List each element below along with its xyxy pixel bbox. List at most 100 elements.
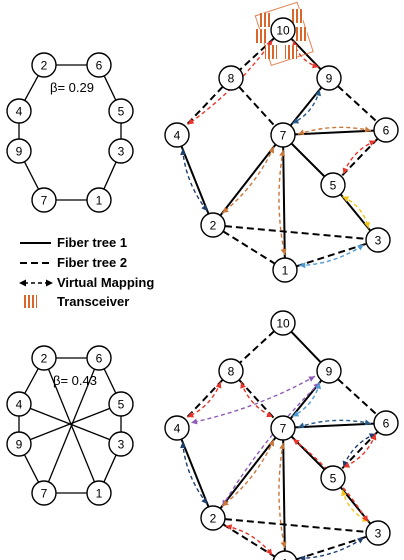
virtual-node-bottom-5: 5: [108, 391, 134, 417]
svg-text:5: 5: [118, 105, 125, 119]
fiber-tree-1-edge: [294, 422, 375, 429]
fiber-tree-1-edge: [180, 145, 210, 215]
physical-node-bottom-7: 7: [270, 415, 296, 441]
physical-node-bottom-5: 5: [320, 465, 346, 491]
virtual-mapping-arrow: [292, 382, 322, 417]
virtual-node-top-4: 4: [6, 98, 32, 124]
physical-node-bottom-2: 2: [200, 505, 226, 531]
svg-text:8: 8: [228, 365, 235, 379]
transceiver-icon: [260, 13, 272, 27]
svg-text:6: 6: [96, 59, 103, 73]
virtual-ring-edge: [23, 454, 40, 483]
virtual-mapping-arrow: [278, 149, 287, 256]
svg-text:9: 9: [16, 145, 23, 159]
physical-node-top-3: 3: [365, 227, 391, 253]
virtual-mapping-arrow: [297, 126, 372, 136]
physical-node-top-8: 8: [218, 65, 244, 91]
virtual-node-bottom-4: 4: [6, 391, 32, 417]
physical-node-bottom-3: 3: [365, 520, 391, 546]
svg-text:3: 3: [375, 527, 382, 541]
virtual-chord-edge: [47, 368, 96, 483]
svg-text:7: 7: [280, 129, 287, 143]
transceiver-icon: [255, 29, 267, 43]
fiber-tree-2-edge: [222, 230, 276, 265]
svg-text:10: 10: [276, 24, 290, 38]
svg-text:6: 6: [383, 124, 390, 138]
fiber-tree-2-edge: [340, 137, 379, 178]
fiber-tree-2-edge: [222, 523, 276, 558]
svg-text:7: 7: [280, 422, 287, 436]
physical-node-top-5: 5: [320, 172, 346, 198]
fiber-tree-1-edge: [219, 143, 277, 217]
physical-node-bottom-9: 9: [316, 358, 342, 384]
svg-text:2: 2: [41, 352, 48, 366]
virtual-ring-edge: [103, 161, 117, 190]
legend-mapping-swatch: [19, 279, 53, 287]
fiber-tree-2-edge: [239, 330, 275, 364]
virtual-mapping-arrow: [180, 441, 208, 505]
virtual-mapping-arrow: [240, 381, 274, 418]
virtual-node-top-9: 9: [6, 138, 32, 164]
svg-text:3: 3: [375, 234, 382, 248]
virtual-node-bottom-7: 7: [31, 480, 57, 506]
virtual-mapping-arrow: [187, 381, 222, 418]
physical-node-top-4: 4: [164, 122, 190, 148]
physical-node-top-1: 1: [272, 257, 298, 283]
legend-transceiver-label: Transceiver: [57, 294, 129, 309]
fiber-tree-2-edge: [224, 518, 367, 533]
svg-text:7: 7: [41, 194, 48, 208]
svg-text:9: 9: [16, 438, 23, 452]
svg-text:3: 3: [118, 145, 125, 159]
svg-text:2: 2: [210, 219, 217, 233]
legend: Fiber tree 1 Fiber tree 2 Virtual Mappin…: [19, 235, 154, 309]
virtual-node-bottom-6: 6: [86, 345, 112, 371]
svg-text:1: 1: [96, 194, 103, 208]
physical-node-bottom-1: 1: [272, 550, 298, 560]
virtual-ring-edge: [24, 368, 39, 394]
svg-text:10: 10: [276, 317, 290, 331]
transceiver-icon: [285, 45, 297, 59]
physical-node-top-6: 6: [373, 117, 399, 143]
virtual-node-top-6: 6: [86, 52, 112, 78]
svg-text:9: 9: [326, 365, 333, 379]
svg-text:4: 4: [16, 398, 23, 412]
virtual-node-bottom-9: 9: [6, 431, 32, 457]
virtual-ring-edge: [103, 454, 117, 483]
virtual-mapping-arrow: [221, 439, 275, 507]
svg-text:4: 4: [16, 105, 23, 119]
virtual-mapping-arrow: [221, 146, 275, 214]
svg-text:6: 6: [383, 417, 390, 431]
virtual-ring-edge: [103, 75, 117, 101]
virtual-ring-edge: [23, 161, 40, 190]
virtual-node-top-1: 1: [86, 187, 112, 213]
virtual-node-top-2: 2: [31, 52, 57, 78]
virtual-mapping-arrow: [342, 433, 376, 468]
virtual-node-bottom-2: 2: [31, 345, 57, 371]
svg-text:9: 9: [326, 72, 333, 86]
svg-text:7: 7: [41, 487, 48, 501]
svg-text:5: 5: [118, 398, 125, 412]
physical-node-bottom-6: 6: [373, 410, 399, 436]
fiber-tree-1-edge: [290, 142, 326, 178]
virtual-mapping-arrow: [292, 89, 322, 124]
svg-text:6: 6: [96, 352, 103, 366]
virtual-mapping-arrow: [342, 140, 376, 175]
virtual-mapping-arrow: [225, 524, 273, 556]
virtual-mapping-arrow: [180, 148, 208, 212]
physical-node-top-7: 7: [270, 122, 296, 148]
fiber-tree-2-edge: [238, 86, 276, 127]
fiber-tree-2-edge: [224, 225, 367, 240]
legend-solid-label: Fiber tree 1: [57, 235, 127, 250]
svg-text:5: 5: [330, 179, 337, 193]
legend-mapping-label: Virtual Mapping: [57, 275, 154, 290]
top-beta-label: β= 0.29: [50, 80, 94, 95]
fiber-tree-2-edge: [296, 535, 367, 560]
svg-text:1: 1: [282, 264, 289, 278]
transceiver-icon: [295, 27, 307, 41]
virtual-mapping-arrow: [297, 419, 372, 429]
fiber-tree-2-edge: [296, 242, 367, 268]
virtual-node-top-3: 3: [108, 138, 134, 164]
fiber-tree-2-edge: [337, 85, 378, 123]
svg-text:4: 4: [174, 422, 181, 436]
svg-text:8: 8: [228, 72, 235, 86]
